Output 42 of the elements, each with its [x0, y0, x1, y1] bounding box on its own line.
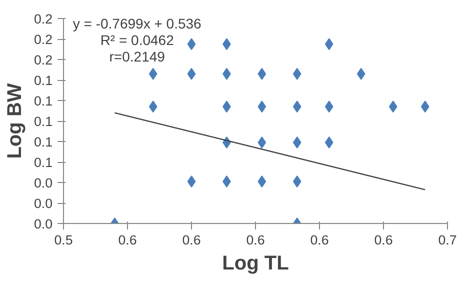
point — [292, 100, 302, 113]
point — [258, 175, 266, 188]
annotation: y = -0.7699x + 0.536 — [72, 16, 202, 32]
point — [388, 100, 398, 113]
point — [356, 68, 366, 80]
point — [258, 100, 266, 113]
y-tick-label: 0.2 — [34, 32, 53, 47]
annotation: r=0.2149 — [109, 48, 166, 64]
y-tick-label: 0.1 — [34, 155, 53, 170]
x-tick-label: 0.6 — [118, 232, 137, 248]
point — [148, 100, 158, 113]
y-tick-label: 0.0 — [34, 196, 53, 211]
y-tick-label: 0.2 — [34, 52, 53, 68]
y-tick-label: 0.1 — [34, 73, 53, 88]
x-tick-label: 0.6 — [310, 232, 329, 248]
point — [324, 38, 334, 50]
x-tick-label: 0.6 — [374, 232, 393, 248]
point — [258, 68, 266, 80]
y-tick-label: 0.0 — [34, 216, 53, 232]
x-tick-label: 0.6 — [182, 232, 201, 248]
y-tick-label: 0.1 — [34, 94, 53, 108]
point — [324, 136, 334, 149]
point — [187, 175, 196, 188]
point — [148, 68, 158, 80]
point — [187, 38, 196, 50]
point — [292, 136, 302, 149]
point — [324, 100, 334, 113]
y-axis-title: Log BW — [4, 83, 26, 159]
annotation: R² = 0.0462 — [100, 32, 174, 48]
x-tick-label: 0.7 — [438, 232, 457, 248]
x-tick-label: 0.5 — [54, 232, 73, 248]
y-tick-label: 0.1 — [34, 114, 53, 129]
point — [420, 100, 430, 113]
point — [258, 136, 266, 149]
x-axis-title: Log TL — [222, 252, 289, 274]
point — [187, 68, 196, 80]
point — [292, 68, 302, 80]
y-tick-label: 0.2 — [34, 12, 53, 26]
y-tick-label: 0.0 — [34, 176, 53, 190]
x-tick-label: 0.6 — [246, 232, 265, 248]
point — [292, 175, 302, 188]
y-tick-label: 0.1 — [34, 134, 53, 150]
